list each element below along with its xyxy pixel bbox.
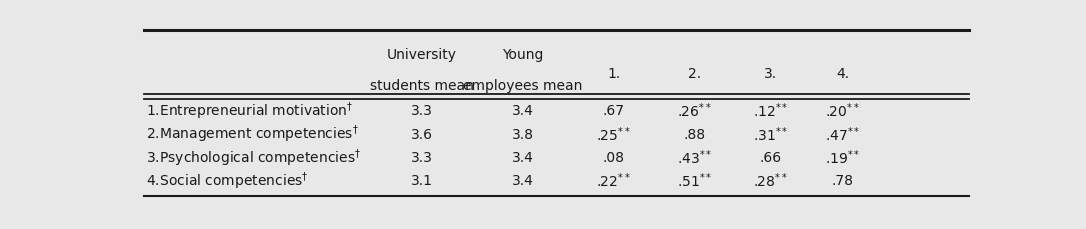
- Text: .25$^{**}$: .25$^{**}$: [596, 125, 631, 143]
- Text: 2.: 2.: [689, 66, 702, 80]
- Text: Young: Young: [502, 48, 544, 62]
- Text: .08: .08: [603, 150, 624, 164]
- Text: .19$^{**}$: .19$^{**}$: [825, 148, 860, 166]
- Text: 1.: 1.: [607, 66, 620, 80]
- Text: .20$^{**}$: .20$^{**}$: [825, 101, 860, 120]
- Text: .47$^{**}$: .47$^{**}$: [825, 125, 860, 143]
- Text: 3.3: 3.3: [411, 103, 433, 117]
- Text: .28$^{**}$: .28$^{**}$: [753, 171, 787, 189]
- Text: 3.Psychological competencies$^{\dagger}$: 3.Psychological competencies$^{\dagger}$: [146, 146, 361, 168]
- Text: 3.4: 3.4: [512, 173, 534, 187]
- Text: 4.: 4.: [836, 66, 849, 80]
- Text: .12$^{**}$: .12$^{**}$: [753, 101, 788, 120]
- Text: .67: .67: [603, 103, 624, 117]
- Text: 4.Social competencies$^{\dagger}$: 4.Social competencies$^{\dagger}$: [146, 169, 308, 191]
- Text: 3.3: 3.3: [411, 150, 433, 164]
- Text: .88: .88: [683, 127, 706, 141]
- Text: .31$^{**}$: .31$^{**}$: [753, 125, 788, 143]
- Text: 3.6: 3.6: [411, 127, 433, 141]
- Text: .78: .78: [832, 173, 854, 187]
- Text: 2.Management competencies$^{\dagger}$: 2.Management competencies$^{\dagger}$: [146, 123, 358, 145]
- Text: .66: .66: [759, 150, 782, 164]
- Text: University: University: [387, 48, 457, 62]
- Text: .43$^{**}$: .43$^{**}$: [677, 148, 712, 166]
- Text: 3.4: 3.4: [512, 103, 534, 117]
- Text: 3.1: 3.1: [411, 173, 433, 187]
- Text: 3.: 3.: [763, 66, 776, 80]
- Text: .26$^{**}$: .26$^{**}$: [678, 101, 712, 120]
- Text: .51$^{**}$: .51$^{**}$: [677, 171, 712, 189]
- Text: students mean: students mean: [370, 79, 473, 93]
- Text: 1.Entrepreneurial motivation$^{\dagger}$: 1.Entrepreneurial motivation$^{\dagger}$: [146, 100, 353, 121]
- Text: .22$^{**}$: .22$^{**}$: [596, 171, 631, 189]
- Text: 3.8: 3.8: [512, 127, 534, 141]
- Text: 3.4: 3.4: [512, 150, 534, 164]
- Text: employees mean: employees mean: [464, 79, 582, 93]
